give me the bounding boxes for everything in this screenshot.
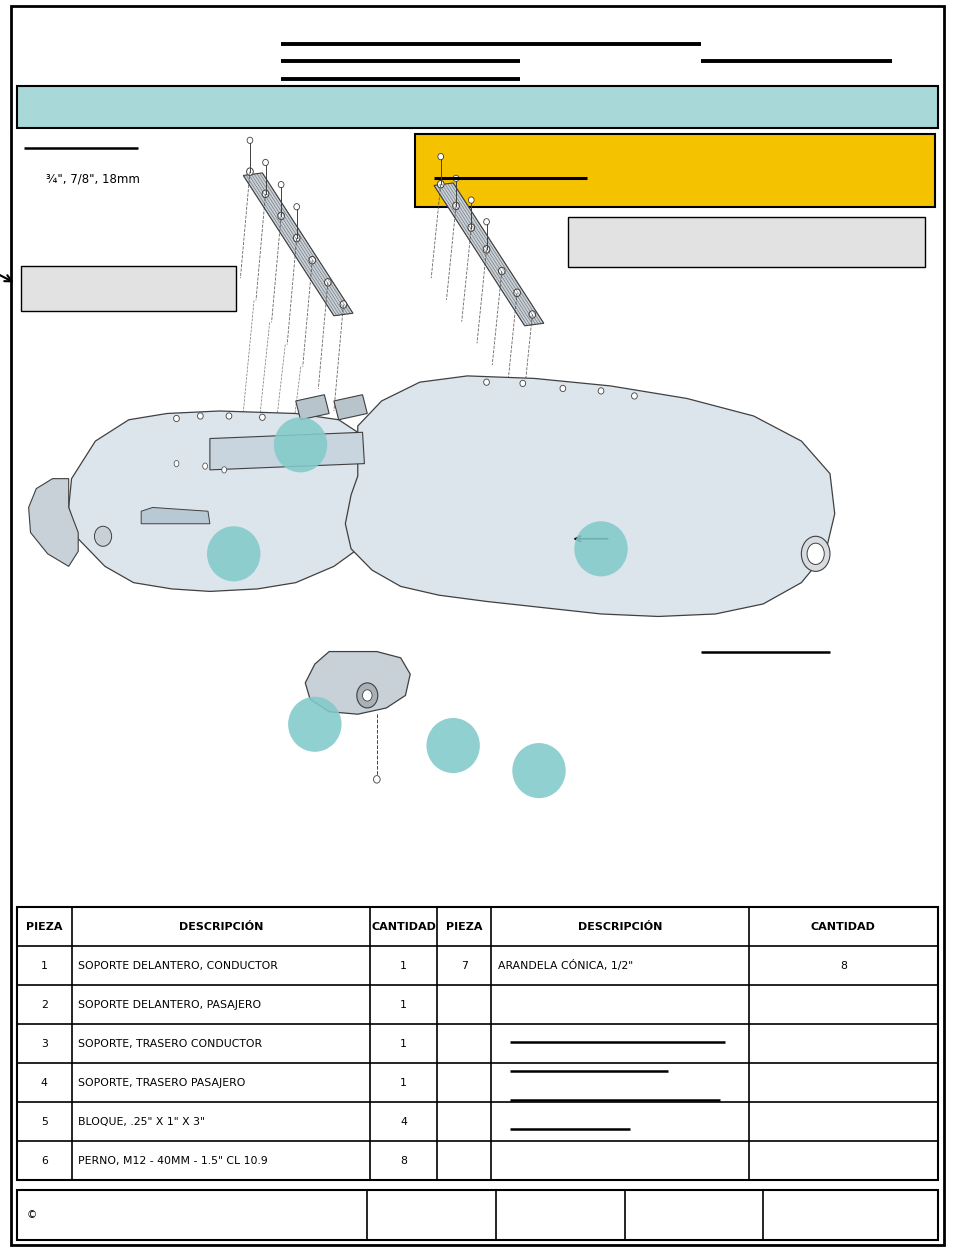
- Polygon shape: [141, 507, 210, 524]
- Text: SOPORTE DELANTERO, PASAJERO: SOPORTE DELANTERO, PASAJERO: [78, 1000, 261, 1010]
- Text: 3: 3: [41, 1039, 48, 1049]
- Ellipse shape: [356, 683, 377, 708]
- Ellipse shape: [294, 204, 299, 209]
- Ellipse shape: [246, 168, 253, 175]
- Ellipse shape: [631, 392, 637, 398]
- Ellipse shape: [262, 190, 269, 198]
- Ellipse shape: [426, 718, 479, 773]
- Text: 6: 6: [41, 1155, 48, 1165]
- Ellipse shape: [247, 138, 253, 143]
- Ellipse shape: [574, 521, 627, 576]
- Text: ¾", 7/8", 18mm: ¾", 7/8", 18mm: [46, 173, 139, 185]
- Ellipse shape: [528, 311, 536, 318]
- Ellipse shape: [497, 267, 505, 274]
- Ellipse shape: [202, 462, 208, 469]
- Bar: [17, 907, 937, 1180]
- Ellipse shape: [294, 234, 299, 242]
- Text: ©: ©: [27, 1210, 37, 1220]
- Text: 8: 8: [839, 961, 846, 971]
- Ellipse shape: [278, 182, 284, 188]
- Ellipse shape: [324, 278, 331, 286]
- Text: 1: 1: [399, 1078, 407, 1088]
- Ellipse shape: [374, 776, 379, 783]
- Text: 5: 5: [41, 1116, 48, 1126]
- Ellipse shape: [453, 202, 459, 209]
- Text: 4: 4: [399, 1116, 407, 1126]
- Text: 1: 1: [399, 1000, 407, 1010]
- Ellipse shape: [362, 689, 372, 700]
- Ellipse shape: [94, 526, 112, 546]
- Polygon shape: [295, 395, 329, 420]
- Text: CANTIDAD: CANTIDAD: [371, 922, 436, 932]
- Bar: [17, 1190, 937, 1240]
- Ellipse shape: [173, 415, 179, 421]
- Ellipse shape: [468, 197, 474, 203]
- Ellipse shape: [598, 388, 603, 393]
- Ellipse shape: [173, 460, 178, 467]
- Polygon shape: [243, 173, 353, 316]
- Text: 1: 1: [399, 961, 407, 971]
- Ellipse shape: [453, 175, 458, 182]
- Text: 1: 1: [41, 961, 48, 971]
- Bar: [21, 266, 235, 311]
- Text: 2: 2: [41, 1000, 48, 1010]
- Ellipse shape: [468, 224, 475, 232]
- Ellipse shape: [559, 386, 565, 391]
- Ellipse shape: [801, 536, 829, 571]
- Text: SOPORTE, TRASERO CONDUCTOR: SOPORTE, TRASERO CONDUCTOR: [78, 1039, 262, 1049]
- Ellipse shape: [259, 413, 265, 420]
- Ellipse shape: [226, 412, 232, 419]
- Ellipse shape: [277, 212, 284, 219]
- Text: 8: 8: [399, 1155, 407, 1165]
- Ellipse shape: [274, 417, 327, 472]
- Polygon shape: [69, 411, 386, 591]
- Text: DESCRIPCIÓN: DESCRIPCIÓN: [578, 922, 661, 932]
- Text: 4: 4: [41, 1078, 48, 1088]
- Text: PIEZA: PIEZA: [26, 922, 63, 932]
- Ellipse shape: [483, 378, 489, 386]
- Ellipse shape: [482, 246, 490, 253]
- Ellipse shape: [806, 543, 823, 564]
- Bar: [17, 86, 937, 128]
- Ellipse shape: [309, 257, 315, 264]
- Bar: [567, 217, 924, 267]
- Polygon shape: [434, 183, 543, 326]
- Ellipse shape: [262, 159, 268, 165]
- Text: 7: 7: [460, 961, 467, 971]
- Text: CANTIDAD: CANTIDAD: [810, 922, 875, 932]
- Ellipse shape: [513, 289, 520, 297]
- Text: PIEZA: PIEZA: [445, 922, 482, 932]
- Ellipse shape: [483, 218, 489, 224]
- Ellipse shape: [437, 154, 443, 159]
- Bar: [415, 134, 934, 207]
- Polygon shape: [210, 432, 364, 470]
- Text: 1: 1: [399, 1039, 407, 1049]
- Ellipse shape: [288, 697, 341, 752]
- Ellipse shape: [512, 743, 565, 798]
- Polygon shape: [29, 479, 78, 566]
- Polygon shape: [305, 652, 410, 714]
- Ellipse shape: [197, 412, 203, 419]
- Polygon shape: [334, 395, 367, 420]
- Ellipse shape: [339, 301, 346, 308]
- Ellipse shape: [519, 380, 525, 386]
- Text: PERNO, M12 - 40MM - 1.5" CL 10.9: PERNO, M12 - 40MM - 1.5" CL 10.9: [78, 1155, 268, 1165]
- Text: ARANDELA CÓNICA, 1/2": ARANDELA CÓNICA, 1/2": [497, 960, 633, 971]
- Ellipse shape: [207, 526, 260, 581]
- Text: BLOQUE, .25" X 1" X 3": BLOQUE, .25" X 1" X 3": [78, 1116, 205, 1126]
- Polygon shape: [345, 376, 834, 616]
- Text: SOPORTE, TRASERO PASAJERO: SOPORTE, TRASERO PASAJERO: [78, 1078, 245, 1088]
- Ellipse shape: [221, 466, 226, 474]
- Text: SOPORTE DELANTERO, CONDUCTOR: SOPORTE DELANTERO, CONDUCTOR: [78, 961, 278, 971]
- Text: DESCRIPCIÓN: DESCRIPCIÓN: [178, 922, 263, 932]
- Ellipse shape: [436, 180, 444, 188]
